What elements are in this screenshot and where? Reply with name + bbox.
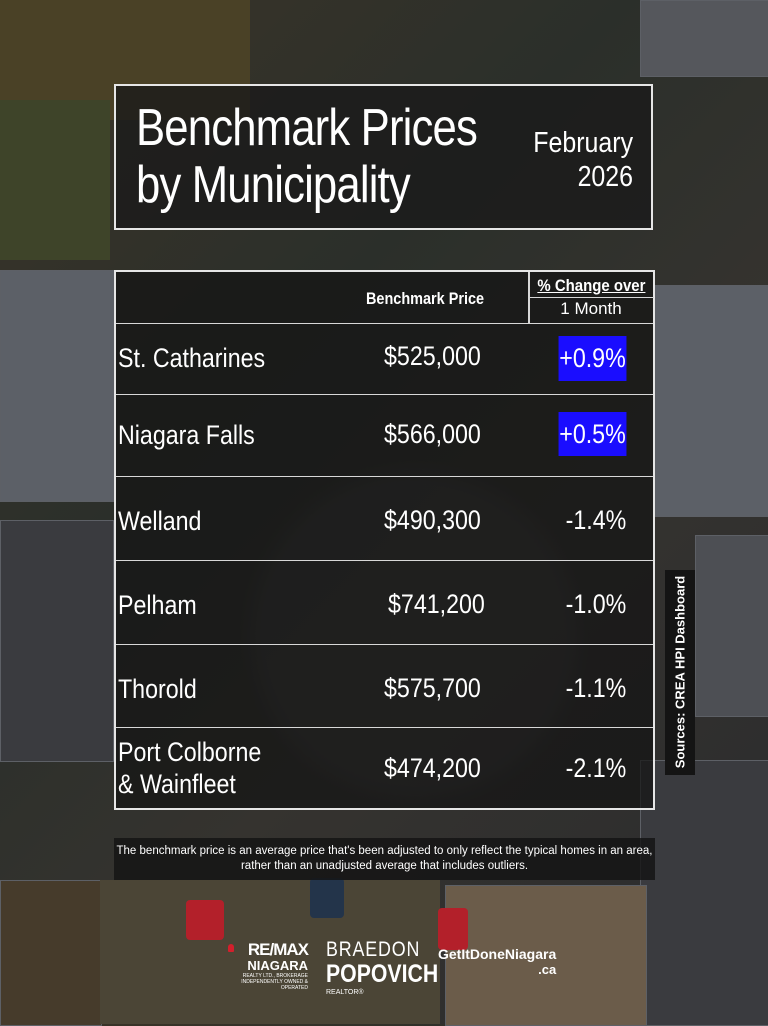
municipality-name: Port Colborne & Wainfleet [118, 736, 261, 800]
municipality-name-line2: & Wainfleet [118, 769, 236, 799]
change-percent: -1.0% [565, 589, 627, 619]
column-header-change: % Change over 1 Month [528, 275, 654, 320]
change-percent: -1.4% [565, 505, 627, 535]
agent-logo: BRAEDON POPOVICH REALTOR® [326, 938, 458, 996]
report-date: February 2026 [533, 126, 633, 194]
benchmark-price: $525,000 [384, 341, 481, 371]
balloon-icon [228, 944, 234, 952]
remax-brand: RE/MAX [247, 940, 309, 959]
benchmark-price: $741,200 [388, 589, 485, 619]
column-header-price: Benchmark Price [366, 289, 485, 308]
agent-last-name: POPOVICH [326, 960, 439, 988]
report-month: February [533, 127, 633, 159]
table-row: Welland $490,300 -1.4% [116, 477, 653, 561]
website-tld: .ca [538, 962, 557, 977]
change-percent: -1.1% [565, 673, 627, 703]
benchmark-price: $490,300 [384, 505, 481, 535]
municipality-name: Welland [118, 506, 202, 536]
change-percent-highlight: +0.5% [558, 412, 627, 456]
header-divider [528, 272, 530, 324]
sources-label: Sources: CREA HPI Dashboard [665, 570, 695, 775]
change-percent-highlight: +0.9% [558, 336, 627, 381]
website-name: GetItDoneNiagara [438, 946, 557, 962]
table-row: Pelham $741,200 -1.0% [116, 561, 653, 645]
municipality-name: Pelham [118, 590, 197, 620]
title-line-2: by Municipality [136, 156, 411, 214]
municipality-name: St. Catharines [118, 343, 266, 373]
remax-logo: RE/MAX NIAGARA REALTY LTD., BROKERAGE IN… [228, 940, 309, 991]
column-header-change-line2: 1 Month [528, 297, 654, 320]
municipality-name: Thorold [118, 674, 197, 704]
remax-tagline: REALTY LTD., BROKERAGE [242, 973, 308, 979]
remax-independent: INDEPENDENTLY OWNED & OPERATED [241, 979, 308, 991]
table-row: Thorold $575,700 -1.1% [116, 645, 653, 728]
benchmark-price: $575,700 [384, 673, 481, 703]
agent-first-name: BRAEDON [326, 938, 421, 961]
website-logo: GetItDoneNiagara .ca [438, 946, 556, 977]
remax-region: NIAGARA [247, 958, 308, 973]
municipality-name-line1: Port Colborne [118, 737, 262, 767]
table-row: St. Catharines $525,000 +0.9% [116, 324, 653, 395]
benchmark-price: $474,200 [384, 753, 481, 783]
report-year: 2026 [577, 161, 633, 193]
title-line-1: Benchmark Prices [136, 99, 478, 157]
table-row: Niagara Falls $566,000 +0.5% [116, 395, 653, 477]
page-title: Benchmark Prices by Municipality [136, 99, 478, 214]
agent-title: REALTOR® [326, 989, 364, 996]
column-header-change-line1: % Change over [536, 276, 646, 295]
sources-text: Sources: CREA HPI Dashboard [672, 575, 688, 769]
benchmark-table: Benchmark Price % Change over 1 Month St… [114, 270, 655, 810]
benchmark-price: $566,000 [384, 419, 481, 449]
footnote: The benchmark price is an average price … [114, 838, 655, 880]
municipality-name: Niagara Falls [118, 420, 255, 450]
title-box: Benchmark Prices by Municipality Februar… [114, 84, 653, 230]
table-header-row: Benchmark Price % Change over 1 Month [116, 272, 654, 324]
footer-logos: RE/MAX NIAGARA REALTY LTD., BROKERAGE IN… [228, 938, 556, 998]
change-percent: -2.1% [565, 753, 627, 783]
table-row: Port Colborne & Wainfleet $474,200 -2.1% [116, 728, 653, 808]
